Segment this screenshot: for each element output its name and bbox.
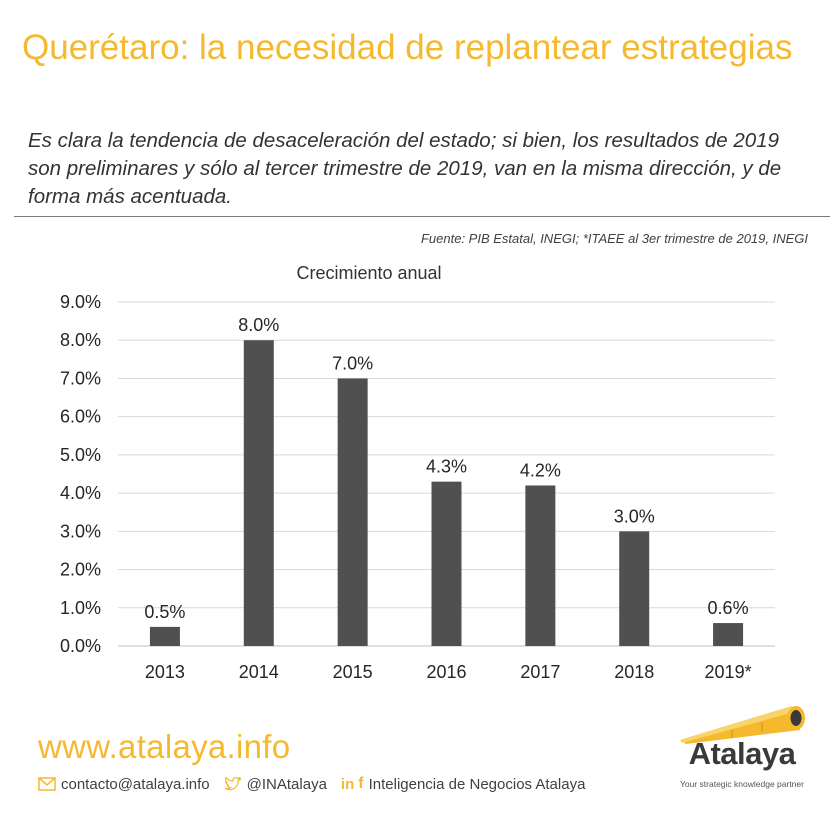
data-label: 0.5% [144, 602, 185, 622]
bar [619, 531, 650, 646]
divider [14, 216, 830, 217]
website-link[interactable]: www.atalaya.info [38, 728, 291, 765]
logo-wordmark: Atalaya [688, 736, 796, 771]
atalaya-logo: Atalaya Your strategic knowledge partner [672, 700, 812, 800]
data-label: 0.6% [708, 598, 749, 618]
x-tick-label: 2017 [520, 662, 560, 682]
bar-chart: 0.0% 1.0% 2.0% 3.0% 4.0% 5.0% 6.0% 7.0% 8.0% 9.0%… [60, 292, 775, 682]
company-name: Inteligencia de Negocios Atalaya [368, 775, 586, 793]
x-tick-label: 2014 [239, 662, 279, 682]
telescope-icon [680, 706, 805, 744]
x-tick-label: 2018 [614, 662, 654, 682]
facebook-icon: f [358, 775, 364, 792]
x-tick-label: 2013 [145, 662, 185, 682]
x-tick-label: 2015 [333, 662, 373, 682]
data-label: 4.3% [426, 457, 467, 477]
bar [713, 623, 744, 646]
chart-title: Crecimiento anual [296, 263, 442, 283]
x-tick-label: 2016 [426, 662, 466, 682]
y-tick-label: 7.0% [60, 368, 101, 388]
data-label: 7.0% [332, 353, 373, 373]
y-tick-label: 6.0% [60, 407, 101, 427]
data-label: 4.2% [520, 460, 561, 480]
contact-bar: contacto@atalaya.info @INAtalaya in f In… [38, 772, 599, 796]
bar [243, 340, 274, 646]
y-tick-label: 5.0% [60, 445, 101, 465]
data-label: 8.0% [238, 315, 279, 335]
mail-icon [38, 777, 56, 791]
twitter-icon [224, 776, 241, 790]
bar [149, 626, 180, 646]
page-title: Querétaro: la necesidad de replantear es… [22, 28, 793, 67]
data-label: 3.0% [614, 506, 655, 526]
y-tick-label: 0.0% [60, 636, 101, 656]
logo-tagline: Your strategic knowledge partner [680, 779, 804, 789]
source-note: Fuente: PIB Estatal, INEGI; *ITAEE al 3e… [420, 231, 808, 246]
linkedin-icon: in [340, 775, 355, 793]
y-tick-label: 9.0% [60, 292, 101, 312]
y-tick-label: 2.0% [60, 560, 101, 580]
x-tick-label: 2019* [705, 662, 752, 682]
email-contact[interactable]: contacto@atalaya.info [38, 776, 210, 793]
bar [337, 378, 368, 646]
email-text: contacto@atalaya.info [61, 775, 210, 793]
social-company[interactable]: in f Inteligencia de Negocios Atalaya [341, 775, 585, 793]
twitter-handle: @INAtalaya [246, 775, 327, 793]
y-tick-label: 4.0% [60, 483, 101, 503]
twitter-contact[interactable]: @INAtalaya [224, 776, 327, 793]
page-subtitle: Es clara la tendencia de desaceleración … [28, 129, 782, 208]
bar [431, 481, 462, 646]
y-tick-label: 3.0% [60, 521, 101, 541]
y-tick-label: 1.0% [60, 598, 101, 618]
y-tick-label: 8.0% [60, 330, 101, 350]
bar [525, 485, 556, 646]
